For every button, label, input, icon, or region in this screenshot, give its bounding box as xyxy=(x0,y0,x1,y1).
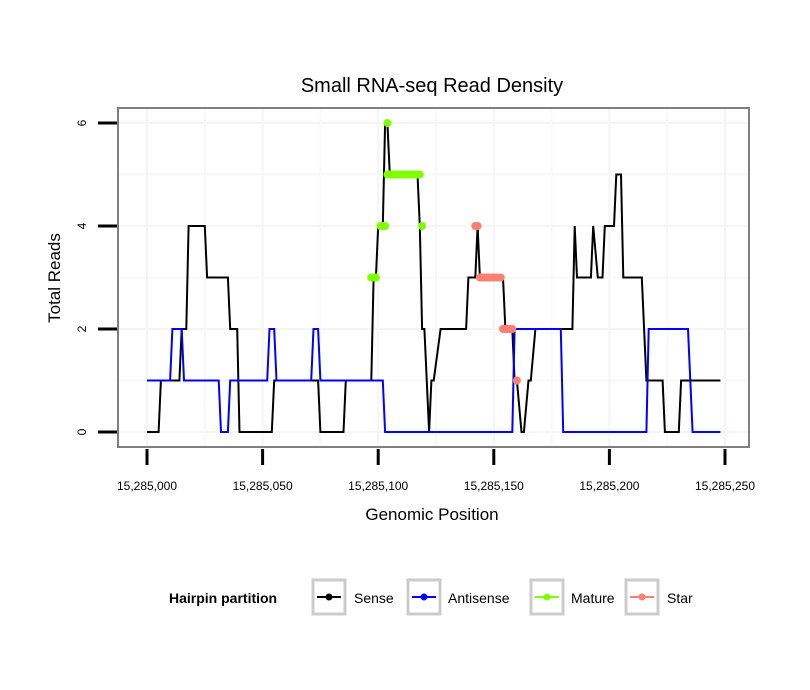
legend-item-mature: Mature xyxy=(529,578,615,616)
y-tick-label: 4 xyxy=(75,222,89,229)
y-tick-label: 6 xyxy=(75,119,89,126)
legend-key-point xyxy=(325,593,333,601)
x-tick-label: 15,285,100 xyxy=(348,479,408,493)
legend-key-point xyxy=(420,593,428,601)
plot-frame xyxy=(117,107,750,448)
data-point-mature xyxy=(371,273,380,282)
series-line-antisense xyxy=(147,328,721,433)
y-tick-label: 0 xyxy=(75,428,89,435)
series-layer xyxy=(147,119,721,433)
legend-item-antisense: Antisense xyxy=(406,578,510,616)
data-point-star xyxy=(473,222,482,230)
legend-label: Mature xyxy=(571,590,615,606)
x-tick-label: 15,285,250 xyxy=(695,479,755,493)
data-point-mature xyxy=(383,119,392,127)
x-tick-label: 15,285,050 xyxy=(233,479,293,493)
legend-key-point xyxy=(543,593,551,601)
data-point-star xyxy=(496,273,505,282)
x-tick-label: 15,285,150 xyxy=(464,479,524,493)
chart-title: Small RNA-seq Read Density xyxy=(301,75,563,97)
legend-label: Star xyxy=(667,590,693,606)
x-axis-title: Genomic Position xyxy=(365,505,498,524)
y-tick-label: 2 xyxy=(75,325,89,332)
data-point-star xyxy=(512,376,521,385)
x-tick-label: 15,285,200 xyxy=(579,479,639,493)
legend-label: Antisense xyxy=(448,590,510,606)
data-point-star xyxy=(508,325,517,333)
legend-label: Sense xyxy=(354,590,394,606)
legend-item-sense: Sense xyxy=(311,578,394,616)
series-line-sense xyxy=(147,122,721,433)
y-axis-title: Total Reads xyxy=(45,233,64,323)
legend-key-point xyxy=(638,593,646,601)
legend-title: Hairpin partition xyxy=(169,590,277,606)
data-point-mature xyxy=(381,222,390,230)
data-point-mature xyxy=(415,170,424,179)
x-tick-label: 15,285,000 xyxy=(117,479,177,493)
y-axis: 0 2 4 6 xyxy=(75,119,117,435)
data-point-mature xyxy=(418,222,427,230)
legend: Hairpin partition Sense Antisense Mature St… xyxy=(169,578,693,616)
legend-item-star: Star xyxy=(624,578,693,616)
x-axis: 15,285,000 15,285,050 15,285,100 15,285,150… xyxy=(117,449,755,493)
